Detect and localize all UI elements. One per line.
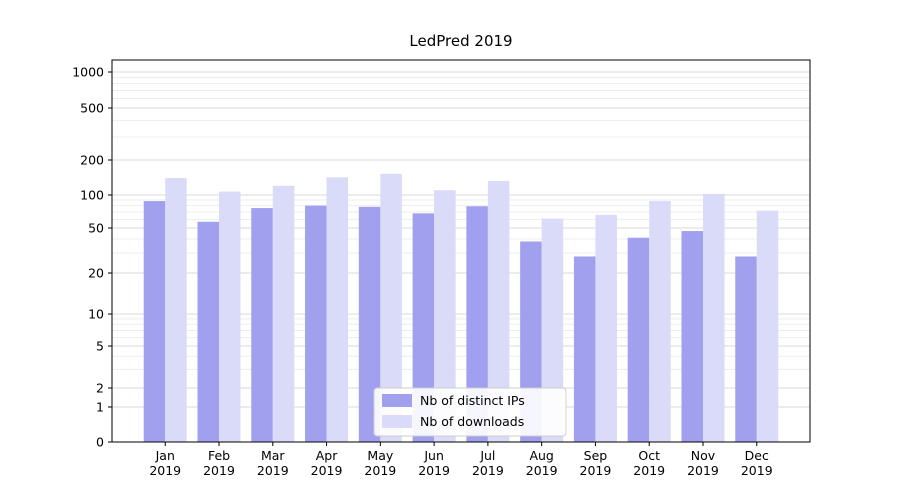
- bar-distinct-ips: [681, 231, 703, 442]
- legend-swatch: [382, 394, 412, 407]
- y-tick-label: 5: [96, 339, 104, 354]
- x-tick-label-month: Jan: [155, 448, 175, 463]
- bar-distinct-ips: [627, 237, 650, 442]
- x-tick-label-year: 2019: [203, 463, 235, 478]
- y-tick-label: 1000: [72, 65, 104, 80]
- bar-downloads: [702, 194, 725, 442]
- bar-downloads: [219, 191, 241, 442]
- legend-label: Nb of downloads: [420, 414, 524, 429]
- x-tick-label-month: Oct: [638, 448, 660, 463]
- bar-distinct-ips: [143, 201, 166, 442]
- bar-downloads: [434, 190, 456, 442]
- bar-downloads: [380, 173, 402, 443]
- x-tick-label-month: Dec: [745, 448, 769, 463]
- bar-downloads: [595, 214, 617, 442]
- legend-swatch: [382, 415, 412, 428]
- x-tick-label-month: Apr: [316, 448, 338, 463]
- legend-label: Nb of distinct IPs: [420, 393, 525, 408]
- y-tick-label: 500: [80, 101, 104, 116]
- x-tick-label-year: 2019: [257, 463, 289, 478]
- y-tick-label: 100: [80, 188, 104, 203]
- y-tick-label: 2: [96, 381, 104, 396]
- x-tick-label-year: 2019: [311, 463, 343, 478]
- legend: Nb of distinct IPs Nb of downloads: [373, 387, 567, 437]
- bar-distinct-ips: [412, 213, 435, 442]
- bar-distinct-ips: [197, 221, 220, 442]
- x-tick-label-year: 2019: [149, 463, 181, 478]
- bar-distinct-ips: [735, 256, 757, 442]
- x-tick-label-month: Jul: [479, 448, 495, 463]
- x-tick-label-year: 2019: [472, 463, 504, 478]
- x-tick-label-year: 2019: [418, 463, 450, 478]
- legend-box: [373, 387, 567, 437]
- x-tick-label-month: Sep: [584, 448, 608, 463]
- bar-downloads: [165, 178, 187, 442]
- bar-distinct-ips: [305, 205, 327, 442]
- bar-downloads: [272, 185, 295, 442]
- x-tick-label-year: 2019: [580, 463, 612, 478]
- plot-border: [111, 59, 811, 443]
- bar-downloads: [649, 201, 671, 442]
- x-tick-label-month: May: [367, 448, 393, 463]
- y-tick-label: 1: [96, 400, 104, 415]
- y-tick-label: 200: [80, 153, 104, 168]
- x-tick-label-year: 2019: [687, 463, 719, 478]
- y-tick-label: 0: [96, 435, 104, 450]
- x-tick-label-month: Aug: [529, 448, 553, 463]
- x-tick-label-month: Feb: [208, 448, 230, 463]
- bar-downloads: [541, 218, 564, 442]
- x-tick-label-year: 2019: [633, 463, 665, 478]
- y-tick-label: 50: [88, 221, 104, 236]
- bar-distinct-ips: [466, 206, 488, 442]
- bar-downloads: [487, 180, 510, 442]
- x-tick-label-year: 2019: [364, 463, 396, 478]
- y-tick-label: 20: [88, 266, 104, 281]
- x-tick-label-year: 2019: [741, 463, 773, 478]
- bar-distinct-ips: [251, 208, 273, 442]
- bar-downloads: [756, 210, 779, 442]
- bar-downloads: [326, 177, 349, 442]
- x-tick-label-year: 2019: [526, 463, 558, 478]
- y-tick-label: 10: [88, 307, 104, 322]
- x-tick-label-month: Jun: [423, 448, 444, 463]
- x-tick-label-month: Nov: [691, 448, 716, 463]
- bar-distinct-ips: [358, 206, 381, 442]
- bar-distinct-ips: [573, 256, 596, 442]
- chart-title: LedPred 2019: [409, 32, 512, 50]
- x-tick-label-month: Mar: [261, 448, 285, 463]
